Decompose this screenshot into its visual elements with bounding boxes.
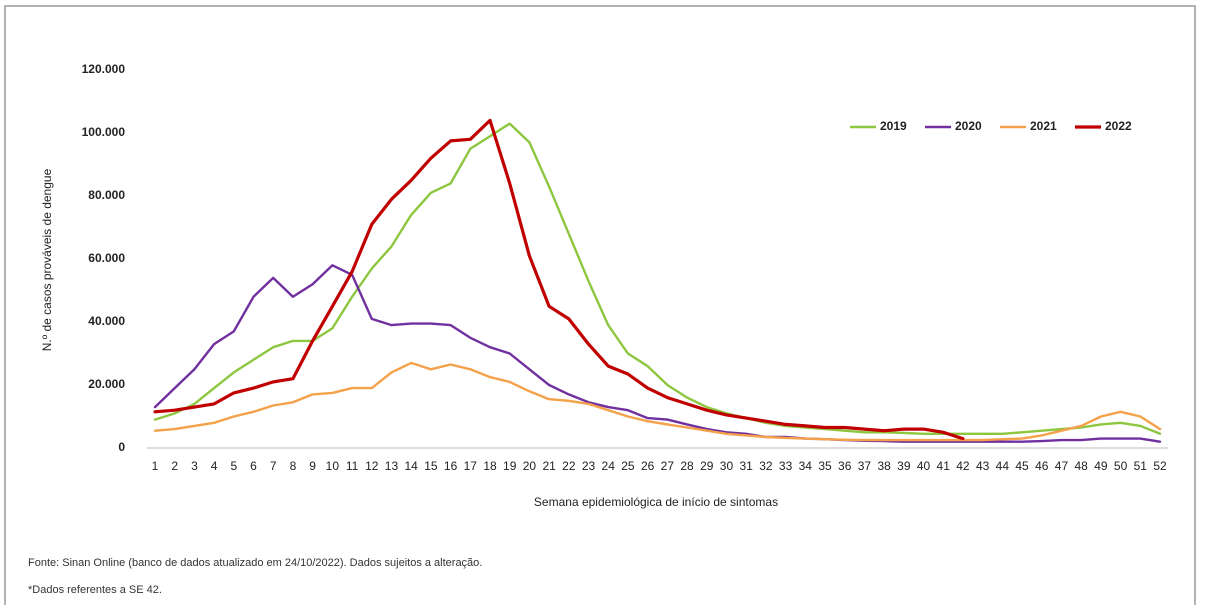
x-tick-label: 15 bbox=[424, 459, 438, 473]
x-tick-label: 50 bbox=[1114, 459, 1128, 473]
y-axis-title: N.º de casos prováveis de dengue bbox=[40, 168, 54, 351]
y-tick-label: 120.000 bbox=[82, 62, 126, 76]
x-tick-label: 13 bbox=[385, 459, 399, 473]
x-tick-label: 12 bbox=[365, 459, 379, 473]
x-tick-label: 31 bbox=[739, 459, 753, 473]
y-tick-label: 60.000 bbox=[88, 251, 125, 265]
legend-label: 2020 bbox=[955, 119, 982, 133]
x-tick-label: 30 bbox=[720, 459, 734, 473]
series-line bbox=[153, 361, 1162, 442]
x-tick-label: 47 bbox=[1055, 459, 1069, 473]
y-tick-label: 100.000 bbox=[82, 125, 126, 139]
x-axis-title: Semana epidemiológica de início de sinto… bbox=[534, 495, 778, 509]
x-tick-label: 21 bbox=[542, 459, 556, 473]
x-tick-label: 29 bbox=[700, 459, 714, 473]
x-tick-label: 52 bbox=[1153, 459, 1167, 473]
legend-label: 2019 bbox=[880, 119, 907, 133]
x-tick-label: 7 bbox=[270, 459, 277, 473]
series-line bbox=[153, 264, 1162, 443]
x-tick-label: 35 bbox=[818, 459, 832, 473]
x-tick-label: 9 bbox=[309, 459, 316, 473]
x-tick-label: 40 bbox=[917, 459, 931, 473]
x-tick-label: 45 bbox=[1015, 459, 1029, 473]
x-tick-label: 28 bbox=[680, 459, 694, 473]
x-tick-label: 41 bbox=[937, 459, 951, 473]
series-line bbox=[153, 118, 886, 433]
x-tick-label: 10 bbox=[326, 459, 340, 473]
footnote: *Dados referentes a SE 42. bbox=[28, 584, 162, 596]
x-tick-label: 48 bbox=[1074, 459, 1088, 473]
x-tick-label: 5 bbox=[230, 459, 237, 473]
x-tick-label: 51 bbox=[1134, 459, 1148, 473]
x-tick-label: 18 bbox=[483, 459, 497, 473]
x-tick-label: 1 bbox=[152, 459, 159, 473]
series-line bbox=[153, 122, 1162, 435]
legend-label: 2021 bbox=[1030, 119, 1057, 133]
x-tick-label: 24 bbox=[602, 459, 616, 473]
x-tick-label: 2 bbox=[171, 459, 178, 473]
x-tick-label: 23 bbox=[582, 459, 596, 473]
x-tick-label: 22 bbox=[562, 459, 576, 473]
x-tick-label: 27 bbox=[661, 459, 675, 473]
x-tick-label: 26 bbox=[641, 459, 655, 473]
y-tick-label: 20.000 bbox=[88, 377, 125, 391]
y-tick-label: 0 bbox=[118, 440, 125, 454]
x-tick-label: 44 bbox=[996, 459, 1010, 473]
x-tick-label: 38 bbox=[877, 459, 891, 473]
x-tick-label: 17 bbox=[464, 459, 478, 473]
x-tick-label: 4 bbox=[211, 459, 218, 473]
series-line bbox=[882, 427, 965, 441]
frame bbox=[4, 5, 1196, 605]
x-tick-label: 32 bbox=[759, 459, 773, 473]
y-tick-label: 40.000 bbox=[88, 314, 125, 328]
y-tick-label: 80.000 bbox=[88, 188, 125, 202]
x-tick-label: 36 bbox=[838, 459, 852, 473]
x-tick-label: 43 bbox=[976, 459, 990, 473]
x-tick-label: 42 bbox=[956, 459, 970, 473]
x-tick-label: 6 bbox=[250, 459, 257, 473]
x-tick-label: 8 bbox=[290, 459, 297, 473]
x-tick-label: 11 bbox=[346, 459, 359, 473]
x-tick-label: 25 bbox=[621, 459, 635, 473]
x-tick-label: 37 bbox=[858, 459, 872, 473]
legend-label: 2022 bbox=[1105, 119, 1132, 133]
x-tick-label: 16 bbox=[444, 459, 458, 473]
x-tick-label: 14 bbox=[404, 459, 418, 473]
x-tick-label: 34 bbox=[799, 459, 813, 473]
x-tick-label: 39 bbox=[897, 459, 911, 473]
x-tick-label: 3 bbox=[191, 459, 198, 473]
source-note: Fonte: Sinan Online (banco de dados atua… bbox=[28, 557, 482, 569]
x-tick-label: 20 bbox=[523, 459, 537, 473]
x-tick-label: 49 bbox=[1094, 459, 1108, 473]
x-tick-label: 19 bbox=[503, 459, 517, 473]
x-tick-label: 33 bbox=[779, 459, 793, 473]
x-tick-label: 46 bbox=[1035, 459, 1049, 473]
